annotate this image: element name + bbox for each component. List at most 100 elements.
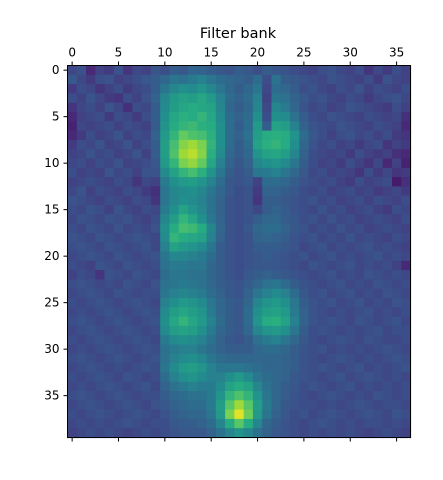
heatmap-cell [354, 372, 365, 383]
heatmap-cell [132, 102, 143, 113]
heatmap-cell [67, 251, 78, 262]
heatmap-cell [243, 195, 254, 206]
heatmap-cell [262, 121, 273, 132]
heatmap-cell [299, 205, 310, 215]
heatmap-cell [280, 381, 291, 392]
heatmap-cell [252, 167, 263, 178]
heatmap-cell [252, 139, 263, 150]
heatmap-cell [234, 177, 245, 187]
heatmap-cell [225, 260, 235, 271]
heatmap-cell [373, 158, 384, 169]
heatmap-cell [391, 177, 402, 187]
heatmap-cell [252, 344, 263, 355]
heatmap-cell [76, 353, 87, 364]
heatmap-cell [215, 307, 226, 318]
heatmap-cell [206, 381, 217, 392]
heatmap-cell [206, 130, 217, 141]
heatmap-cell [252, 381, 263, 392]
heatmap-cell [197, 279, 208, 290]
heatmap-cell [364, 112, 375, 122]
heatmap-cell [327, 316, 337, 327]
heatmap-cell [188, 298, 198, 308]
heatmap-cell [234, 74, 245, 85]
heatmap-cell [373, 102, 384, 113]
heatmap-cell [206, 418, 217, 429]
heatmap-cell [160, 130, 171, 141]
heatmap-cell [67, 84, 78, 94]
heatmap-cell [215, 353, 226, 364]
heatmap-cell [86, 260, 96, 271]
heatmap-cell [317, 223, 328, 234]
heatmap-cell [299, 298, 310, 308]
heatmap-cell [336, 65, 347, 76]
heatmap-cell [141, 391, 152, 401]
heatmap-cell [95, 195, 106, 206]
heatmap-cell [262, 353, 273, 364]
heatmap-cell [234, 325, 245, 336]
heatmap-cell [243, 84, 254, 94]
heatmap-cell [289, 84, 300, 94]
heatmap-cell [401, 344, 412, 355]
heatmap-cell [252, 298, 263, 308]
heatmap-cell [252, 74, 263, 85]
heatmap-cell [160, 316, 171, 327]
heatmap-cell [308, 381, 319, 392]
heatmap-cell [364, 335, 375, 346]
heatmap-cell [141, 279, 152, 290]
heatmap-cell [206, 325, 217, 336]
heatmap-cell [206, 428, 217, 439]
heatmap-cell [262, 112, 273, 122]
heatmap-cell [345, 353, 356, 364]
heatmap-cell [113, 288, 124, 299]
heatmap-cell [243, 335, 254, 346]
heatmap-cell [280, 167, 291, 178]
heatmap-cell [271, 335, 282, 346]
heatmap-cell [354, 242, 365, 253]
heatmap-cell [178, 84, 189, 94]
heatmap-cell [188, 65, 198, 76]
heatmap-cell [382, 335, 393, 346]
heatmap-cell [188, 130, 198, 141]
heatmap-cell [271, 102, 282, 113]
heatmap-cell [197, 149, 208, 160]
heatmap-cell [327, 130, 337, 141]
heatmap-cell [197, 195, 208, 206]
heatmap-cell [76, 298, 87, 308]
heatmap-cell [225, 409, 235, 420]
heatmap-cell [262, 186, 273, 197]
heatmap-cell [354, 158, 365, 169]
heatmap-cell [308, 344, 319, 355]
heatmap-cell [188, 363, 198, 373]
heatmap-cell [289, 409, 300, 420]
heatmap-cell [336, 214, 347, 225]
heatmap-cell [382, 242, 393, 253]
heatmap-cell [401, 232, 412, 243]
heatmap-cell [317, 158, 328, 169]
heatmap-cell [169, 270, 180, 280]
heatmap-cell [169, 158, 180, 169]
heatmap-cell [308, 260, 319, 271]
heatmap-cell [86, 112, 96, 122]
heatmap-cell [271, 372, 282, 383]
heatmap-cell [67, 325, 78, 336]
heatmap-cell [336, 251, 347, 262]
heatmap-cell [327, 112, 337, 122]
heatmap-cell [280, 344, 291, 355]
heatmap-cell [289, 177, 300, 187]
heatmap-cell [197, 205, 208, 215]
heatmap-cell [188, 270, 198, 280]
heatmap-cell [299, 418, 310, 429]
heatmap-cell [271, 260, 282, 271]
heatmap-cell [123, 167, 133, 178]
heatmap-cell [317, 102, 328, 113]
heatmap-cell [188, 139, 198, 150]
heatmap-cell [336, 149, 347, 160]
heatmap-cell [364, 232, 375, 243]
heatmap-cell [86, 139, 96, 150]
heatmap-cell [289, 223, 300, 234]
heatmap-cell [150, 279, 161, 290]
heatmap-cell [391, 112, 402, 122]
heatmap-cell [150, 391, 161, 401]
heatmap-cell [123, 344, 133, 355]
heatmap-cell [169, 428, 180, 439]
